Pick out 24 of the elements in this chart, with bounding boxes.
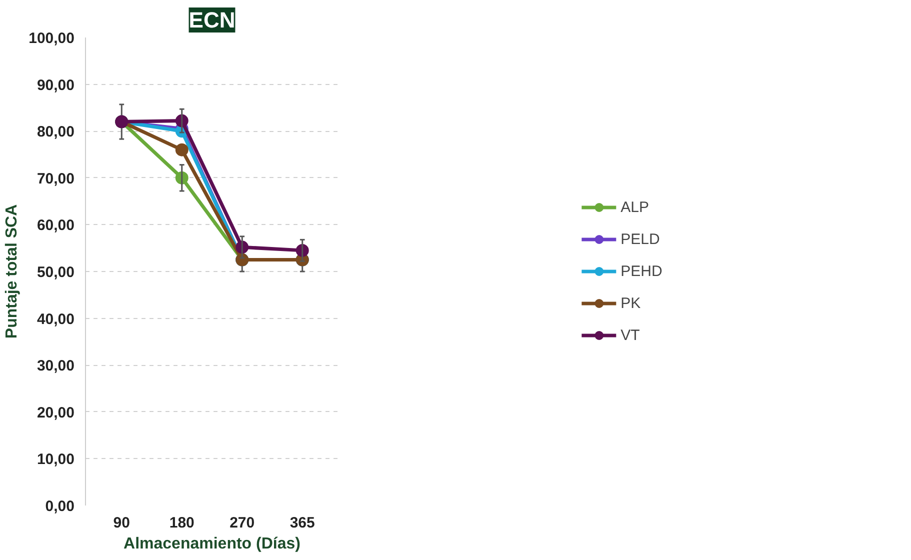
legend-label: PK [620,294,641,312]
legend-label: ALP [620,198,650,216]
x-tick-label: 270 [230,514,255,532]
legend-label: VT [620,326,641,344]
x-axis-title: Almacenamiento (Días) [124,536,300,552]
y-tick-label: 0,00 [45,498,75,515]
x-tick-label: 180 [169,514,194,532]
x-tick-label: 365 [290,514,315,532]
y-tick-label: 50,00 [36,264,75,281]
x-tick-label: 90 [113,514,130,532]
point [175,143,188,156]
y-tick-label: 70,00 [36,170,75,188]
legend-label: PELD [620,230,660,248]
y-tick-label: 100,00 [28,30,75,47]
y-tick-label: 20,00 [36,404,75,422]
chart-title: ECN [188,8,236,32]
y-tick-label: 60,00 [36,217,75,234]
y-tick-label: 90,00 [36,76,75,94]
y-tick-label: 30,00 [36,358,75,375]
y-tick-label: 80,00 [36,124,75,141]
y-tick-label: 40,00 [36,310,75,328]
legend-label: PEHD [620,262,662,280]
y-tick-label: 10,00 [36,451,75,468]
y-axis-title: Puntaje total SCA [4,204,21,339]
